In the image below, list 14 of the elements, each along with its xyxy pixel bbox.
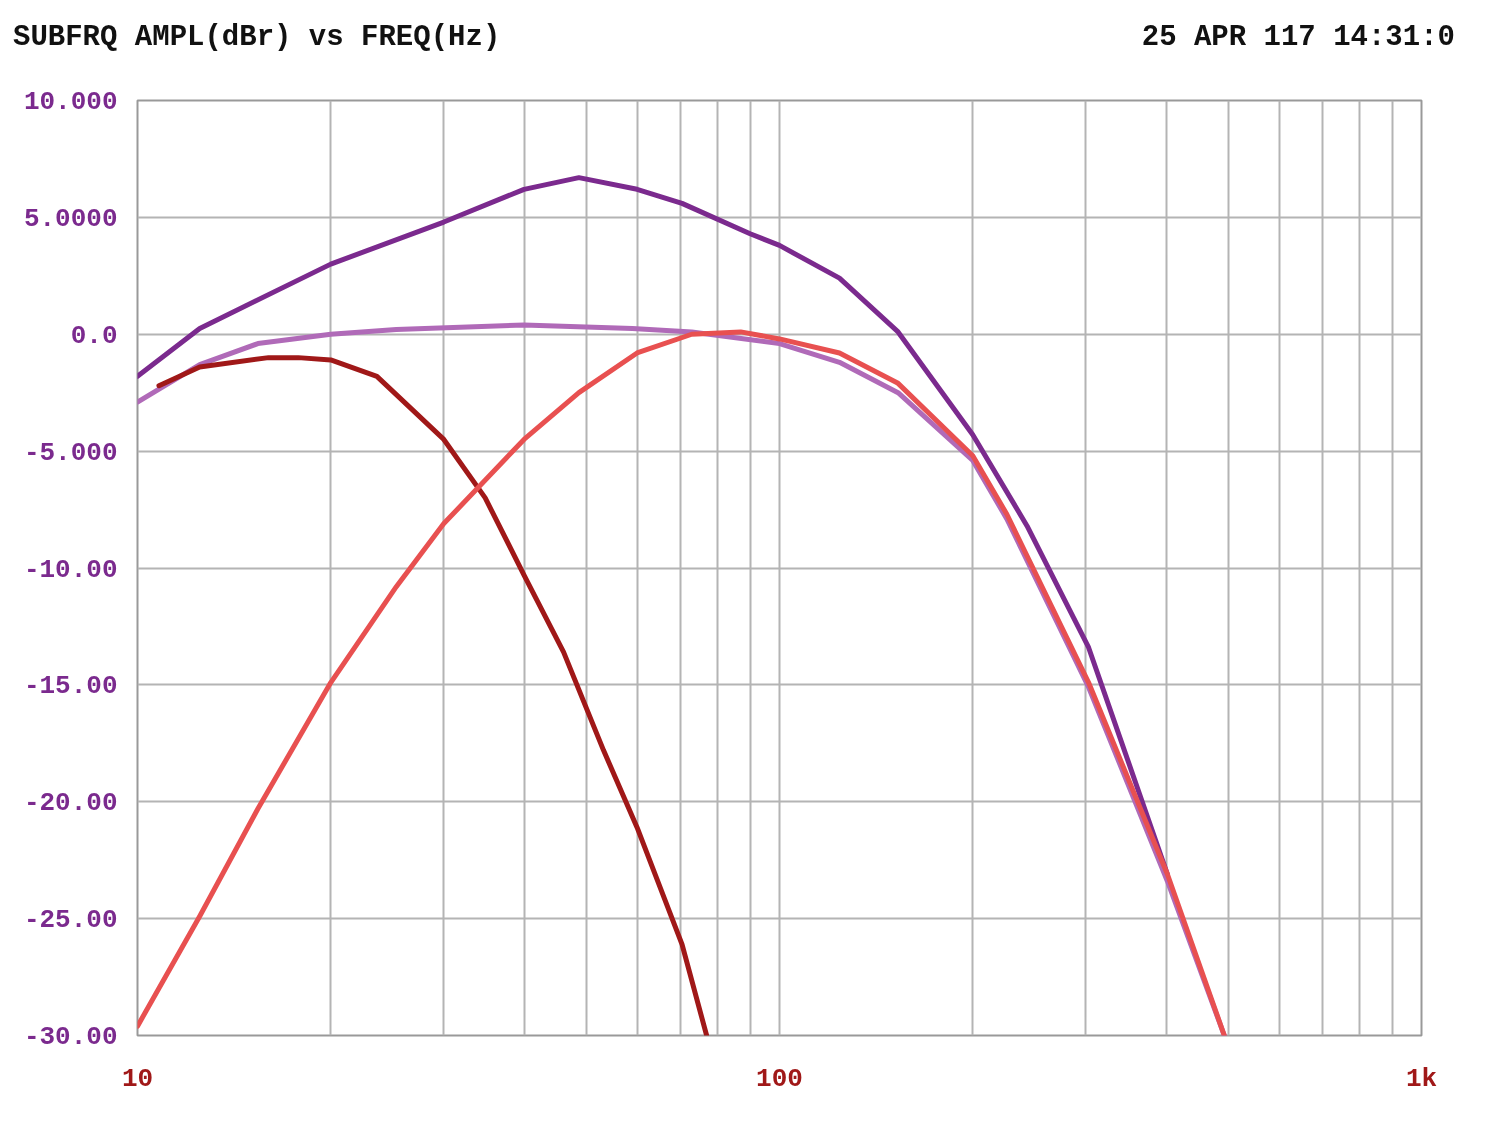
chart-title: SUBFRQ AMPL(dBr) vs FREQ(Hz)	[13, 20, 501, 56]
y-tick-label: -30.00	[23, 1022, 118, 1052]
y-tick-label: 10.000	[23, 87, 118, 117]
y-tick-label: -25.00	[23, 905, 118, 936]
text: 25 APR 117 14:31:0	[1141, 20, 1455, 56]
y-tick-label: -15.00	[23, 671, 118, 702]
y-tick-label: -20.00	[23, 788, 118, 819]
y-tick-label: 5.0000	[23, 203, 118, 234]
x-tick-label: 1k	[1405, 1063, 1438, 1094]
x-tick-label: 10	[121, 1063, 154, 1094]
x-tick-label: 100	[756, 1063, 803, 1094]
y-tick-label: -5.000	[23, 437, 118, 468]
y-tick-label: -10.00	[23, 554, 118, 585]
y-tick-label: 0.0	[70, 320, 118, 351]
